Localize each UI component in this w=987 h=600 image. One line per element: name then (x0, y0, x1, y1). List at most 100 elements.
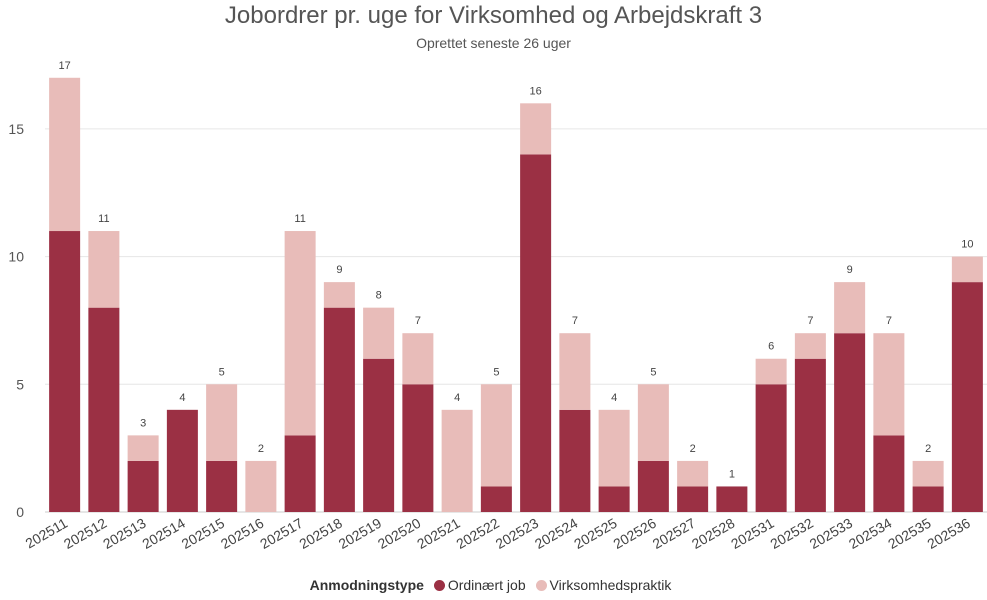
legend-label: Ordinært job (447, 577, 526, 593)
bar-ordinaert-job[interactable] (873, 435, 905, 512)
bar-virksomhedspraktik[interactable] (637, 384, 669, 461)
bars (49, 77, 983, 512)
x-tick-label: 202517 (257, 515, 306, 552)
y-tick-label: 15 (8, 121, 24, 137)
bar-virksomhedspraktik[interactable] (912, 460, 944, 487)
data-label: 5 (493, 366, 499, 378)
x-tick-label: 202514 (139, 515, 188, 552)
bar-ordinaert-job[interactable] (912, 486, 944, 512)
bar-ordinaert-job[interactable] (127, 460, 159, 512)
data-label: 4 (611, 392, 617, 404)
data-label: 2 (925, 443, 931, 455)
data-label: 16 (530, 85, 542, 97)
data-label: 2 (258, 443, 264, 455)
bar-ordinaert-job[interactable] (520, 154, 552, 512)
data-label: 5 (650, 366, 656, 378)
legend-item-virksomhedspraktik[interactable]: Virksomhedspraktik (535, 577, 671, 593)
y-tick-label: 0 (16, 504, 24, 520)
bar-ordinaert-job[interactable] (794, 358, 826, 512)
bar-virksomhedspraktik[interactable] (520, 103, 552, 155)
x-axis: 2025112025122025132025142025152025162025… (23, 515, 974, 552)
x-tick-label: 202532 (767, 515, 816, 552)
bar-ordinaert-job[interactable] (88, 307, 120, 512)
data-label: 11 (294, 213, 305, 225)
legend: Anmodningstype Ordinært job Virksomhedsp… (0, 577, 987, 593)
bar-virksomhedspraktik[interactable] (559, 333, 591, 410)
data-label: 4 (179, 392, 185, 404)
x-tick-label: 202534 (846, 515, 895, 552)
bar-virksomhedspraktik[interactable] (441, 409, 473, 512)
data-label: 1 (729, 468, 735, 480)
data-label: 11 (98, 213, 109, 225)
y-tick-label: 5 (16, 376, 24, 392)
bar-ordinaert-job[interactable] (363, 358, 395, 512)
y-tick-label: 10 (8, 249, 24, 265)
bar-virksomhedspraktik[interactable] (598, 409, 630, 487)
data-label: 8 (376, 290, 382, 302)
bar-ordinaert-job[interactable] (834, 333, 866, 512)
x-tick-label: 202523 (493, 515, 542, 552)
x-tick-label: 202519 (336, 515, 385, 552)
x-tick-label: 202528 (689, 515, 738, 552)
data-label: 6 (768, 341, 774, 353)
data-label: 17 (59, 60, 71, 72)
bar-ordinaert-job[interactable] (206, 460, 238, 512)
data-label: 7 (572, 315, 578, 327)
bar-virksomhedspraktik[interactable] (873, 333, 905, 436)
bar-virksomhedspraktik[interactable] (323, 282, 355, 308)
data-label: 5 (219, 366, 225, 378)
bar-virksomhedspraktik[interactable] (834, 282, 866, 334)
bar-virksomhedspraktik[interactable] (480, 384, 512, 487)
legend-title: Anmodningstype (309, 577, 424, 593)
bar-virksomhedspraktik[interactable] (363, 307, 395, 359)
data-label: 9 (847, 264, 853, 276)
x-tick-label: 202521 (414, 515, 463, 552)
x-tick-label: 202516 (218, 515, 267, 552)
x-tick-label: 202511 (23, 515, 71, 552)
bar-virksomhedspraktik[interactable] (402, 333, 434, 385)
bar-ordinaert-job[interactable] (323, 307, 355, 512)
data-label: 7 (886, 315, 892, 327)
legend-marker-icon (433, 580, 445, 591)
x-tick-label: 202533 (807, 515, 856, 552)
bar-virksomhedspraktik[interactable] (127, 435, 159, 461)
data-label: 10 (961, 239, 973, 251)
data-label: 7 (807, 315, 813, 327)
bar-ordinaert-job[interactable] (951, 282, 983, 512)
bar-ordinaert-job[interactable] (598, 486, 630, 512)
x-tick-label: 202536 (924, 515, 973, 552)
bar-virksomhedspraktik[interactable] (284, 231, 316, 436)
bar-ordinaert-job[interactable] (480, 486, 512, 512)
bar-ordinaert-job[interactable] (755, 384, 787, 512)
bar-virksomhedspraktik[interactable] (794, 333, 826, 359)
bar-virksomhedspraktik[interactable] (88, 231, 120, 308)
x-tick-label: 202527 (650, 515, 699, 552)
chart-subtitle: Oprettet seneste 26 uger (416, 35, 571, 51)
bar-ordinaert-job[interactable] (716, 486, 748, 512)
bar-ordinaert-job[interactable] (166, 409, 198, 512)
bar-virksomhedspraktik[interactable] (49, 77, 81, 232)
legend-marker-icon (535, 580, 547, 591)
bar-ordinaert-job[interactable] (49, 231, 81, 512)
bar-ordinaert-job[interactable] (637, 460, 669, 512)
bar-ordinaert-job[interactable] (677, 486, 709, 512)
x-tick-label: 202512 (61, 515, 110, 552)
bar-virksomhedspraktik[interactable] (206, 384, 238, 461)
x-tick-label: 202531 (728, 515, 777, 552)
x-tick-label: 202520 (375, 515, 424, 552)
bar-virksomhedspraktik[interactable] (951, 256, 983, 283)
x-tick-label: 202535 (885, 515, 934, 552)
x-tick-label: 202518 (296, 515, 345, 552)
x-tick-label: 202513 (100, 515, 149, 552)
bar-ordinaert-job[interactable] (559, 409, 591, 512)
x-tick-label: 202526 (610, 515, 659, 552)
bar-virksomhedspraktik[interactable] (755, 358, 787, 385)
data-label: 2 (690, 443, 696, 455)
bar-virksomhedspraktik[interactable] (245, 460, 277, 512)
legend-item-ordinaert-job[interactable]: Ordinært job (433, 577, 530, 593)
bar-virksomhedspraktik[interactable] (677, 460, 709, 487)
bar-ordinaert-job[interactable] (402, 384, 434, 512)
x-tick-label: 202525 (571, 515, 620, 552)
bar-ordinaert-job[interactable] (284, 435, 316, 512)
